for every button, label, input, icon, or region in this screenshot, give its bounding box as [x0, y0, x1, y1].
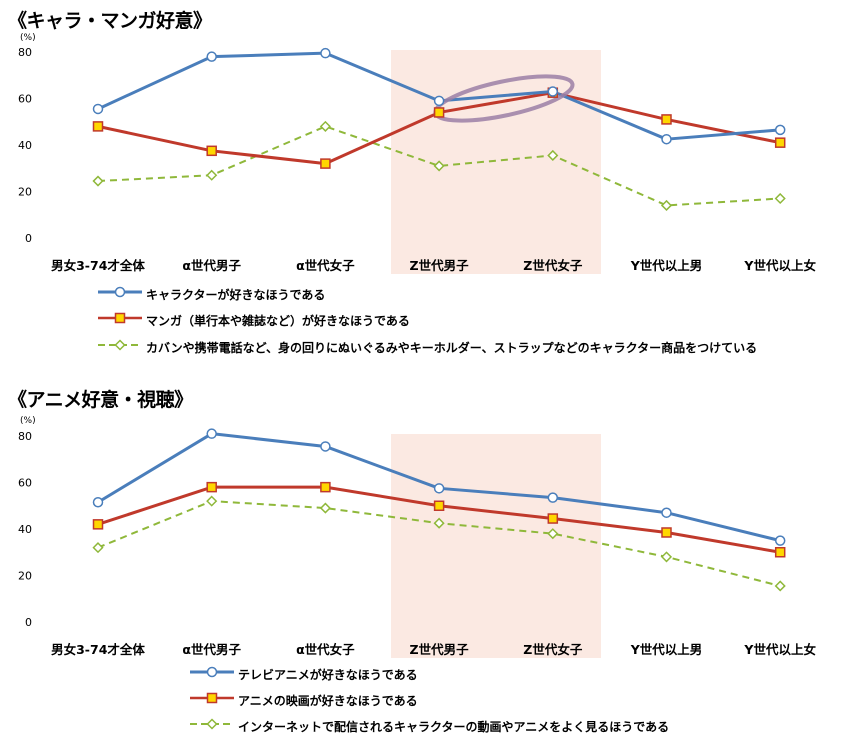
data-point — [547, 528, 559, 540]
x-tick-label: Z世代女子 — [523, 642, 583, 657]
legend-swatch-diamond — [98, 339, 142, 351]
data-point — [92, 519, 104, 530]
y-tick-label: 20 — [18, 186, 32, 199]
y-tick-label: 80 — [18, 46, 32, 59]
data-point — [660, 199, 673, 212]
data-point — [774, 547, 786, 558]
x-tick-label: α世代男子 — [182, 258, 241, 273]
x-tick-label: Z世代男子 — [410, 642, 470, 657]
legend-swatch-square — [98, 312, 142, 324]
data-point — [433, 500, 445, 511]
data-point — [206, 495, 218, 507]
data-point — [774, 124, 786, 136]
data-point — [547, 513, 559, 524]
data-point — [661, 114, 672, 125]
x-tick-label: 男女3-74才全体 — [51, 258, 145, 273]
chart-title: 《キャラ・マンガ好意》 — [8, 10, 212, 32]
data-point — [660, 551, 673, 563]
x-tick-label: Y世代以上女 — [743, 258, 816, 273]
x-tick-label: Z世代男子 — [410, 258, 470, 273]
x-tick-label: Y世代以上男 — [630, 258, 703, 273]
data-point — [433, 517, 445, 529]
legend-label: インターネットで配信されるキャラクターの動画やアニメをよく見るほうである — [238, 720, 670, 734]
legend-2: テレビアニメが好きなほうである アニメの映画が好きなほうである インターネットで… — [190, 666, 830, 741]
x-tick-label: α世代男子 — [182, 642, 241, 657]
data-point — [319, 120, 331, 132]
line-chart-2: (%) 0 20 40 60 80 男女3-74才全体 α世代男子 α世代女子 Z世代男子 Z世代女… — [18, 416, 816, 658]
data-point — [547, 492, 559, 503]
data-point — [547, 149, 559, 162]
x-tick-label: Z世代女子 — [523, 258, 583, 273]
legend-swatch-circle — [98, 286, 142, 298]
legend-label: テレビアニメが好きなほうである — [238, 668, 418, 682]
y-tick-label: 60 — [18, 477, 32, 490]
data-point — [320, 158, 331, 169]
data-point — [661, 133, 672, 145]
y-tick-label: 0 — [25, 616, 32, 629]
x-tick-label: Y世代以上男 — [630, 642, 703, 657]
line-chart-1: (%) 0 20 40 60 80 男女3-74才全体 α世代男子 α世代女子 Z世代男子 Z世代女… — [18, 33, 816, 274]
unit-label: (%) — [20, 33, 36, 43]
x-tick-label: Y世代以上女 — [743, 642, 816, 657]
data-point — [92, 103, 104, 115]
data-point — [92, 121, 104, 132]
legend-label: アニメの映画が好きなほうである — [238, 694, 418, 708]
data-point — [206, 481, 217, 493]
y-tick-label: 60 — [18, 93, 32, 106]
data-point — [320, 47, 331, 59]
y-tick-label: 20 — [18, 570, 32, 583]
legend-label: カバンや携帯電話など、身の回りにぬいぐるみやキーホルダー、ストラップなどのキャラ… — [146, 341, 758, 355]
y-tick-label: 0 — [25, 232, 32, 245]
data-point — [661, 527, 672, 538]
x-tick-label: α世代女子 — [296, 642, 355, 657]
data-point — [92, 542, 104, 554]
data-point — [774, 137, 786, 148]
highlight-band — [391, 434, 601, 658]
data-point — [547, 86, 559, 97]
data-point — [774, 535, 786, 546]
data-point — [206, 145, 217, 157]
data-point — [433, 483, 445, 494]
x-tick-label: α世代女子 — [296, 258, 355, 273]
data-point — [774, 580, 786, 592]
data-point — [319, 502, 331, 514]
unit-label: (%) — [20, 416, 36, 426]
data-point — [661, 507, 672, 518]
data-point — [92, 175, 104, 187]
y-tick-label: 40 — [18, 523, 32, 536]
data-point — [92, 497, 104, 508]
y-tick-label: 40 — [18, 139, 32, 152]
data-point — [774, 192, 786, 205]
chart-panel-2: 《アニメ好意・視聴》 (%) 0 20 40 60 80 男女3-74才全体 α世代男子 α世代… — [0, 383, 850, 741]
y-tick-label: 80 — [18, 430, 32, 443]
data-point — [433, 160, 445, 172]
chart-title: 《アニメ好意・視聴》 — [8, 389, 193, 411]
legend-label: マンガ（単行本や雑誌など）が好きなほうである — [146, 314, 410, 328]
data-point — [433, 107, 445, 118]
chart-panel-1: 《キャラ・マンガ好意》 (%) 0 20 40 60 80 男女3-74才全体 α世代男子 α世… — [0, 0, 850, 370]
legend-1: キャラクターが好きなほうである マンガ（単行本や雑誌など）が好きなほうである カ… — [98, 286, 838, 361]
legend-swatch-circle — [190, 666, 234, 678]
x-tick-label: 男女3-74才全体 — [51, 642, 145, 657]
data-point — [320, 481, 331, 493]
legend-label: キャラクターが好きなほうである — [146, 288, 326, 302]
legend-swatch-square — [190, 692, 234, 704]
data-point — [206, 428, 217, 439]
data-point — [320, 441, 331, 452]
legend-swatch-diamond — [190, 718, 234, 730]
data-point — [206, 51, 217, 62]
data-point — [206, 169, 218, 181]
data-point — [433, 95, 445, 107]
